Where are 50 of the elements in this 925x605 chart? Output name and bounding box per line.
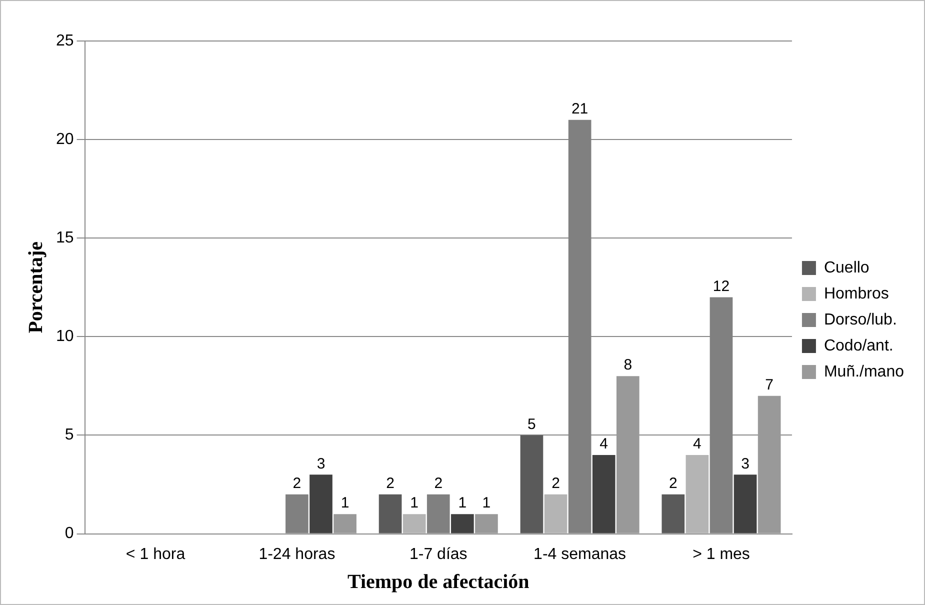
x-axis-title: Tiempo de afectación (347, 571, 530, 594)
y-tick-label: 15 (56, 230, 74, 247)
data-label: 3 (741, 455, 750, 472)
data-label: 1 (410, 494, 419, 512)
bar (662, 494, 685, 534)
data-label: 3 (316, 455, 326, 472)
data-label: 7 (765, 376, 774, 394)
data-label: 21 (571, 100, 588, 118)
x-tick-label: 1-7 días (409, 546, 468, 563)
bar (758, 396, 781, 534)
legend-label: Hombros (824, 285, 889, 302)
data-label: 1 (458, 494, 467, 512)
data-label: 2 (668, 475, 678, 492)
data-label: 2 (552, 475, 560, 492)
y-tick-label: 25 (56, 32, 74, 50)
bar (378, 494, 402, 534)
data-label: 1 (340, 494, 350, 512)
data-label: 5 (528, 416, 536, 433)
legend-label: Dorso/lub. (824, 311, 897, 328)
data-label: 1 (482, 494, 491, 512)
x-tick-label: 1-4 semanas (534, 546, 626, 563)
bar (686, 454, 709, 534)
legend-label: Cuello (824, 259, 870, 276)
y-tick-label: 10 (56, 328, 74, 346)
bar (734, 474, 757, 534)
y-tick-label: 0 (64, 525, 74, 542)
bar (334, 514, 356, 534)
legend-label: Muñ./mano (824, 363, 904, 380)
legend-label: Codo/ant. (824, 337, 894, 354)
y-tick-label: 20 (56, 130, 74, 148)
y-axis-title: Porcentaje (25, 241, 48, 334)
data-label: 2 (434, 475, 443, 492)
x-tick-label: 1-24 horas (258, 546, 336, 563)
bar (475, 514, 498, 534)
data-label: 2 (386, 475, 394, 492)
bar (402, 514, 426, 534)
y-tick-label: 5 (64, 426, 74, 444)
data-label: 12 (712, 278, 730, 295)
data-label: 8 (624, 356, 632, 374)
data-label: 4 (600, 436, 608, 453)
x-tick-label: < 1 hora (126, 546, 186, 563)
bar (310, 474, 332, 534)
bar (520, 435, 544, 534)
bar (544, 494, 568, 534)
data-label: 4 (693, 436, 702, 453)
bar (616, 376, 640, 534)
data-label: 2 (292, 475, 302, 492)
x-tick-label: > 1 mes (692, 546, 750, 563)
bar (592, 454, 616, 534)
bar (451, 514, 474, 534)
